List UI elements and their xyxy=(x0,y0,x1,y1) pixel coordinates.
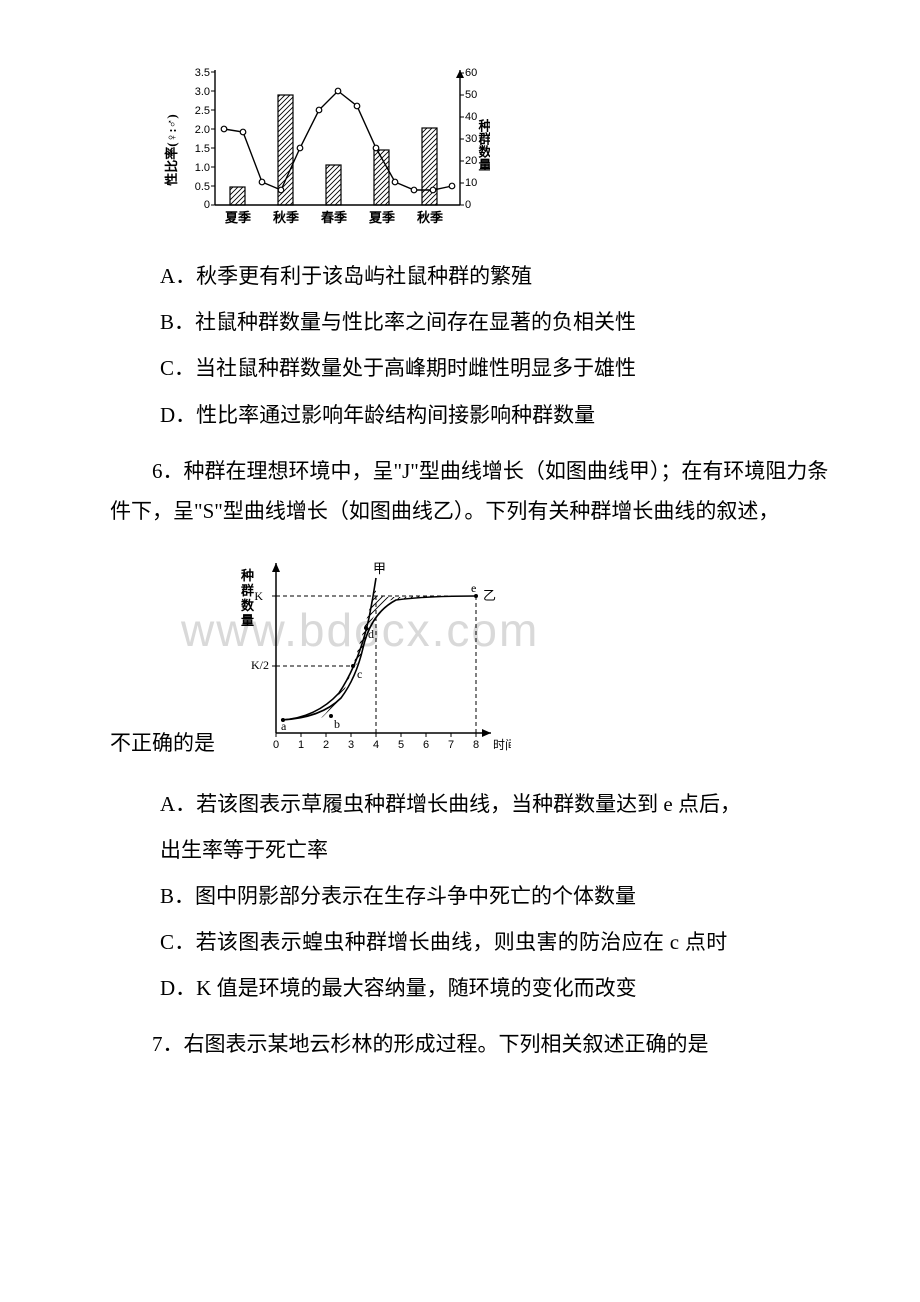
svg-text:3.5: 3.5 xyxy=(195,67,210,79)
q6-option-c: C．若该图表示蝗虫种群增长曲线，则虫害的防治应在 c 点时 xyxy=(160,919,830,965)
q6-text: 6．种群在理想环境中，呈"J"型曲线增长（如图曲线甲）；在有环境阻力条件下，呈"… xyxy=(110,452,830,532)
svg-text:0.5: 0.5 xyxy=(195,181,210,193)
svg-text:3.0: 3.0 xyxy=(195,86,210,98)
svg-text:K: K xyxy=(254,589,263,603)
q5-left-axis-label: 性比率(♀:♂) xyxy=(164,114,179,186)
svg-text:1: 1 xyxy=(298,739,304,751)
svg-text:2.0: 2.0 xyxy=(195,124,210,136)
q6-option-a-line1: A．若该图表示草履虫种群增长曲线，当种群数量达到 e 点后， xyxy=(160,781,830,827)
svg-text:3: 3 xyxy=(348,739,354,751)
q5-option-c: C．当社鼠种群数量处于高峰期时雌性明显多于雄性 xyxy=(160,345,830,391)
svg-text:K/2: K/2 xyxy=(251,658,269,672)
svg-text:量: 量 xyxy=(241,613,254,628)
svg-text:50: 50 xyxy=(465,89,477,101)
q6-option-a-line2: 出生率等于死亡率 xyxy=(160,827,830,873)
q6-option-b: B．图中阴影部分表示在生存斗争中死亡的个体数量 xyxy=(160,873,830,919)
svg-text:b: b xyxy=(334,717,340,731)
q5-chart: 0 0.5 1.0 1.5 2.0 2.5 3.0 3.5 xyxy=(160,60,830,235)
svg-text:种: 种 xyxy=(240,568,254,583)
svg-text:群: 群 xyxy=(241,583,254,598)
svg-text:e: e xyxy=(471,581,476,595)
q7-text: 7．右图表示某地云杉林的形成过程。下列相关叙述正确的是 xyxy=(110,1025,830,1065)
svg-text:0: 0 xyxy=(273,739,279,751)
svg-text:1.0: 1.0 xyxy=(195,162,210,174)
q6-option-d: D．K 值是环境的最大容纳量，随环境的变化而改变 xyxy=(160,965,830,1011)
q5-option-b: B．社鼠种群数量与性比率之间存在显著的负相关性 xyxy=(160,299,830,345)
svg-text:2.5: 2.5 xyxy=(195,105,210,117)
q5-option-a: A．秋季更有利于该岛屿社鼠种群的繁殖 xyxy=(160,253,830,299)
svg-text:秋季: 秋季 xyxy=(273,210,299,225)
q6-label-s: 乙 xyxy=(483,588,496,603)
q5-option-d: D．性比率通过影响年龄结构间接影响种群数量 xyxy=(160,392,830,438)
svg-text:0: 0 xyxy=(204,199,210,211)
svg-text:春季: 春季 xyxy=(320,210,347,225)
q5-xlabel: 夏季 xyxy=(224,210,251,225)
svg-text:秋季: 秋季 xyxy=(417,210,443,225)
svg-text:40: 40 xyxy=(465,111,477,123)
svg-text:1.5: 1.5 xyxy=(195,143,210,155)
svg-text:60: 60 xyxy=(465,67,477,79)
svg-text:数: 数 xyxy=(241,598,255,613)
svg-text:5: 5 xyxy=(398,739,404,751)
svg-text:4: 4 xyxy=(373,739,379,751)
svg-text:30: 30 xyxy=(465,133,477,145)
q6-prefix: 不正确的是 xyxy=(110,727,215,757)
svg-text:8: 8 xyxy=(473,739,479,751)
q6-chart: www.bdocx.com xyxy=(221,548,511,763)
svg-text:d: d xyxy=(368,627,374,641)
svg-text:10: 10 xyxy=(465,177,477,189)
svg-text:20: 20 xyxy=(465,155,477,167)
svg-text:2: 2 xyxy=(323,739,329,751)
q6-xlabel: 时间 xyxy=(493,738,511,752)
svg-text:c: c xyxy=(357,667,362,681)
q6-label-j: 甲 xyxy=(373,561,386,576)
q5-right-axis-label: 种群数量 xyxy=(477,118,491,172)
svg-text:6: 6 xyxy=(423,739,429,751)
svg-text:7: 7 xyxy=(448,739,454,751)
svg-text:夏季: 夏季 xyxy=(368,210,395,225)
svg-text:0: 0 xyxy=(465,199,471,211)
